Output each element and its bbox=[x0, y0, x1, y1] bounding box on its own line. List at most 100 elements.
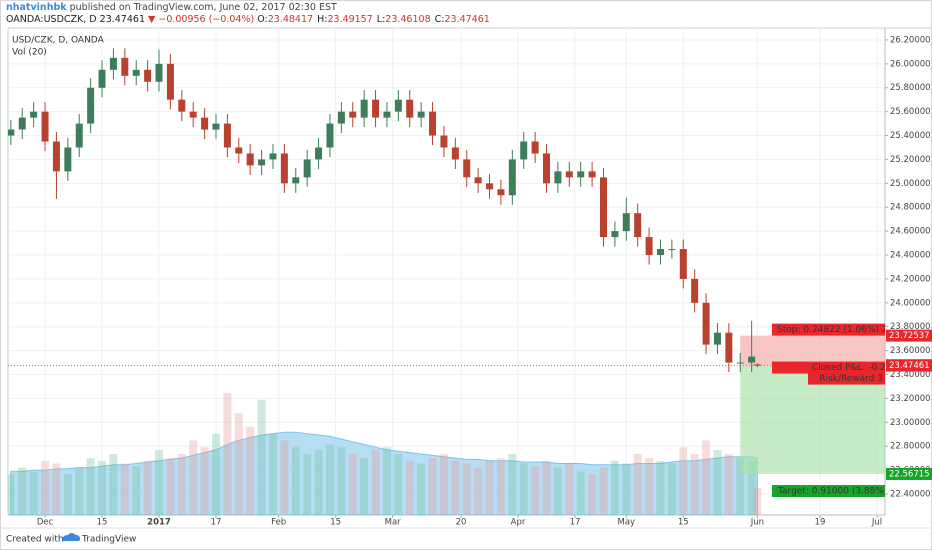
volume-bar bbox=[753, 487, 762, 515]
ohlc-label: L: bbox=[377, 14, 386, 25]
y-tick-label: 23.40000 bbox=[890, 370, 931, 380]
volume-bar bbox=[679, 447, 688, 515]
candle-body bbox=[429, 111, 437, 136]
y-tick-label: 25.40000 bbox=[890, 131, 931, 141]
candle-body bbox=[41, 111, 49, 142]
x-tick-label: May bbox=[617, 518, 635, 528]
volume-bar bbox=[86, 458, 95, 515]
y-tick-label: 24.20000 bbox=[890, 274, 931, 284]
axes: 22.4000022.6000022.8000023.0000023.20000… bbox=[37, 35, 932, 528]
volume-bar bbox=[439, 454, 448, 515]
y-tick-label: 25.00000 bbox=[890, 179, 931, 189]
candle-body bbox=[360, 99, 368, 118]
volume-bar bbox=[747, 460, 756, 515]
candle-body bbox=[292, 177, 300, 184]
candle-body bbox=[645, 237, 653, 256]
candle-body bbox=[753, 364, 761, 366]
volume-bar bbox=[75, 467, 84, 515]
ohlc-value: 23.47461 bbox=[444, 14, 489, 25]
rr-label-group: Risk/Reward 3 bbox=[808, 372, 885, 385]
y-tick-label: 23.80000 bbox=[890, 322, 931, 332]
x-tick-label: 15 bbox=[678, 518, 689, 528]
x-tick-label: Jul bbox=[871, 518, 882, 528]
candle-body bbox=[679, 249, 687, 279]
x-tick-label: Dec bbox=[37, 518, 54, 528]
volume-bar bbox=[724, 454, 733, 515]
candle-body bbox=[668, 249, 676, 251]
candle-body bbox=[577, 171, 585, 178]
volume-bar bbox=[268, 433, 277, 515]
y-tick-label: 26.20000 bbox=[890, 35, 931, 45]
volume-bar bbox=[394, 454, 403, 515]
volume-bar bbox=[337, 447, 346, 515]
volume-bar bbox=[713, 449, 722, 515]
rr-label-box bbox=[808, 372, 885, 385]
volume-bar bbox=[132, 466, 141, 515]
price-tag-box bbox=[886, 329, 932, 342]
price-tag-box bbox=[886, 468, 932, 481]
candle-body bbox=[235, 147, 243, 154]
header-line-2: OANDA:USDCZK, D 23.47461 ▼ −0.00956 (−0.… bbox=[6, 14, 490, 25]
y-tick-label: 25.80000 bbox=[890, 83, 931, 93]
change: ▼ −0.00956 (−0.04%) bbox=[148, 14, 254, 25]
volume-bar bbox=[508, 454, 517, 515]
volume-bar bbox=[29, 471, 38, 515]
candle-body bbox=[8, 129, 15, 136]
x-tick-label: Mar bbox=[385, 518, 402, 528]
stop-label-group: Stop: 0.24822 (1.06%) 24 bbox=[772, 323, 885, 336]
volume-bar bbox=[120, 463, 129, 515]
y-tick-label: 24.80000 bbox=[890, 203, 931, 213]
pnl-label-box bbox=[772, 361, 885, 374]
volume-bar bbox=[98, 460, 107, 515]
candle-body bbox=[622, 213, 630, 232]
volume-bar bbox=[18, 467, 27, 515]
volume-bar bbox=[622, 463, 631, 515]
volume-bar bbox=[702, 440, 711, 515]
candle-body bbox=[144, 69, 152, 82]
volume-bar bbox=[143, 460, 152, 515]
volume-bar bbox=[736, 458, 745, 515]
volume-bar bbox=[257, 399, 266, 515]
volume-bar bbox=[41, 460, 50, 515]
candle-body bbox=[634, 213, 642, 238]
x-tick-label: Jun bbox=[750, 518, 764, 528]
target-label: Target: 0.91000 (3.88%) 9 bbox=[777, 487, 896, 497]
volume-bar bbox=[280, 440, 289, 515]
candle-body bbox=[486, 183, 494, 190]
volume-label: Vol (20) bbox=[12, 48, 47, 58]
volume-bar bbox=[417, 463, 426, 515]
published: published on TradingView.com, June 02, 2… bbox=[70, 2, 337, 13]
last-price: 23.47461 bbox=[100, 14, 145, 25]
x-tick-label: 17 bbox=[211, 518, 222, 528]
volume-bar bbox=[246, 426, 255, 515]
candle-body bbox=[474, 177, 482, 184]
candle-body bbox=[611, 231, 619, 238]
candle-body bbox=[451, 147, 459, 160]
volume-bar bbox=[610, 460, 619, 515]
candle-body bbox=[223, 123, 231, 148]
candle-body bbox=[599, 177, 607, 238]
x-tick-label: Feb bbox=[271, 518, 286, 528]
y-tick-label: 23.60000 bbox=[890, 346, 931, 356]
volume-bar bbox=[542, 460, 551, 515]
x-tick-label: 15 bbox=[330, 518, 341, 528]
footer-brand: TradingView bbox=[81, 535, 136, 545]
volume-bar bbox=[348, 454, 357, 515]
volume-bar bbox=[553, 467, 562, 515]
candle-body bbox=[75, 123, 83, 148]
volume-bar bbox=[599, 467, 608, 515]
candle-body bbox=[736, 362, 744, 364]
candle-body bbox=[212, 123, 220, 130]
candle-body bbox=[406, 99, 414, 118]
volume-bar bbox=[645, 458, 654, 515]
volume-bar bbox=[656, 460, 665, 515]
volume-bar bbox=[451, 460, 460, 515]
y-tick-label: 24.60000 bbox=[890, 227, 931, 237]
volume-bar bbox=[633, 454, 642, 515]
candle-body bbox=[337, 111, 345, 124]
candle-body bbox=[588, 171, 596, 178]
ohlc-value: 23.46108 bbox=[385, 14, 430, 25]
stop-label-box bbox=[772, 323, 885, 336]
volume-bar bbox=[166, 458, 175, 515]
